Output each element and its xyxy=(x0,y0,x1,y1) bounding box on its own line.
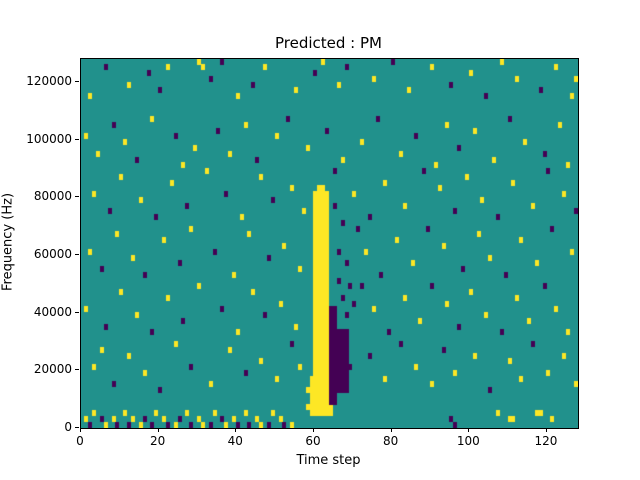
x-tick-label: 120 xyxy=(534,434,558,448)
y-tick-label: 60000 xyxy=(33,247,72,262)
x-tick-label: 80 xyxy=(382,434,399,448)
y-tick-label: 120000 xyxy=(26,74,72,89)
y-tick-label: 20000 xyxy=(33,362,72,377)
y-tick-label: 80000 xyxy=(33,189,72,204)
x-tick-mark xyxy=(157,428,159,432)
heatmap-canvas xyxy=(81,59,578,428)
y-tick-mark xyxy=(75,196,79,198)
x-tick-mark xyxy=(390,428,392,432)
x-tick-label: 100 xyxy=(456,434,480,448)
y-tick-label: 100000 xyxy=(26,131,72,146)
x-tick-mark xyxy=(235,428,237,432)
x-tick-mark xyxy=(312,428,314,432)
y-tick-mark xyxy=(75,311,79,313)
y-axis-label: Frequency (Hz) xyxy=(0,192,16,292)
x-tick-mark xyxy=(80,428,81,432)
x-tick-label: 0 xyxy=(76,434,84,448)
y-tick-label: 40000 xyxy=(33,304,72,319)
y-tick-mark xyxy=(75,138,79,140)
y-tick-mark xyxy=(75,81,79,83)
y-tick-mark xyxy=(75,369,79,371)
y-tick-mark xyxy=(75,427,79,428)
x-tick-label: 40 xyxy=(227,434,243,448)
x-tick-label: 20 xyxy=(150,434,166,448)
x-axis-label: Time step xyxy=(296,453,361,468)
plot-area xyxy=(80,58,579,429)
x-tick-label: 60 xyxy=(305,434,321,448)
y-tick-mark xyxy=(75,254,79,256)
y-tick-label: 0 xyxy=(64,420,72,434)
chart-title: Predicted : PM xyxy=(275,34,382,52)
x-tick-mark xyxy=(468,428,470,432)
x-tick-mark xyxy=(545,428,547,432)
